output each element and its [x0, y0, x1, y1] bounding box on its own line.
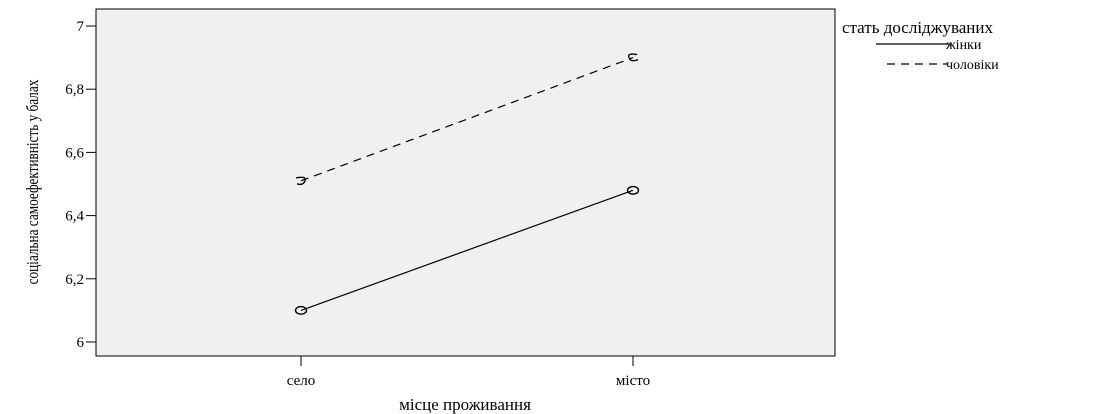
x-tick-label: місто	[616, 373, 650, 389]
series-line	[300, 57, 634, 182]
y-tick-label: 6,2	[65, 272, 84, 288]
series-line	[300, 189, 634, 311]
data-point	[627, 53, 639, 62]
legend-item-2: чоловіки	[887, 58, 999, 73]
y-tick-label: 6,6	[65, 145, 84, 161]
y-tick-label: 6,8	[65, 82, 84, 98]
x-axis: село місто	[287, 356, 650, 389]
legend-label: чоловіки	[946, 58, 999, 73]
legend-title: стать досліджуваних	[842, 18, 993, 37]
x-tick-label: село	[287, 373, 315, 389]
data-point	[626, 185, 640, 195]
y-tick-label: 6,4	[65, 209, 84, 225]
x-axis-title: місце проживання	[399, 395, 531, 414]
data-point	[294, 305, 308, 315]
legend-label: жінки	[945, 38, 982, 53]
legend: стать досліджуваних жінки чоловіки	[842, 18, 999, 73]
series-layer	[294, 53, 640, 315]
y-tick-label: 6	[77, 335, 85, 351]
y-axis: 6 6,2 6,4 6,6 6,8 7	[65, 19, 96, 351]
series-2	[295, 53, 639, 186]
y-axis-title: соціальна самоефективність у балах	[24, 79, 43, 284]
legend-item-1: жінки	[876, 38, 982, 53]
data-point	[295, 176, 306, 186]
series-1	[294, 185, 640, 315]
plot-area	[95, 8, 836, 357]
y-tick-label: 7	[77, 19, 85, 35]
